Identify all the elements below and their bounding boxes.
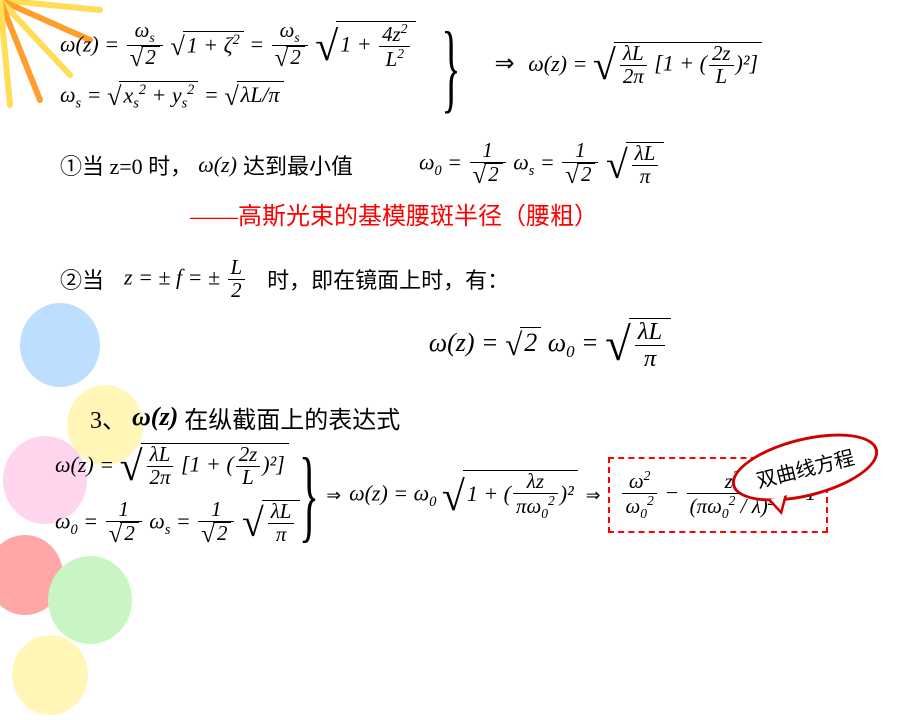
arrow-icon: ⇒ <box>586 485 601 506</box>
section-3-text: 在纵截面上的表达式 <box>184 400 400 435</box>
section-3-number: 3、 <box>90 400 126 435</box>
case-2-suffix: 时，即在镜面上时，有： <box>267 263 509 295</box>
brace-icon: } <box>442 49 461 84</box>
eq-omega-s-def: ωs = √xs2 + ys2 = √λL/π <box>60 81 416 113</box>
case-2-prefix: ②当 <box>60 263 104 295</box>
top-derivation-row: ω(z) = ωs√2 √1 + ζ2 = ωs√2 √1 + 4z2L2 ωs… <box>60 20 890 112</box>
case-2-line: ②当 z = ± f = ± L2 时，即在镜面上时，有： <box>60 257 890 302</box>
eq-z-pm-f: z = ± f = ± L2 <box>124 257 247 302</box>
omega-z-bold: ω(z) <box>132 402 178 432</box>
case-1-suffix: 达到最小值 <box>243 149 353 181</box>
brace-icon: } <box>299 477 319 513</box>
eq-omega-z-def: ω(z) = ωs√2 √1 + ζ2 = ωs√2 √1 + 4z2L2 <box>60 20 416 73</box>
red-annotation: ——高斯光束的基模腰斑半径（腰粗） <box>190 196 890 231</box>
eq-omega-z-final: ω(z) = ω0 √ 1 + (λzπω02)² <box>349 470 578 521</box>
eq-bottom-1: ω(z) = √ λL2π [1 + (2zL)²] <box>55 443 300 491</box>
eq-omega-z-mirror: ω(z) = √2 ω0 = √λLπ <box>210 318 890 372</box>
omega-z-symbol: ω(z) <box>198 152 237 178</box>
case-1-line: ①当 z=0 时， ω(z) 达到最小值 ω0 = 1√2 ωs = 1√2 √… <box>60 140 890 189</box>
callout-text: 双曲线方程 <box>754 447 856 493</box>
arrow-icon: ⇒ <box>326 485 341 506</box>
eq-bottom-2: ω0 = 1√2 ωs = 1√2 √λLπ <box>55 499 300 548</box>
eq-omega-0: ω0 = 1√2 ωs = 1√2 √λLπ <box>419 140 664 189</box>
section-3-heading: 3、 ω(z) 在纵截面上的表达式 <box>90 400 890 435</box>
case-1-text: ①当 z=0 时， <box>60 149 192 181</box>
eq-omega-z-result: ⇒ ω(z) = √ λL2π [1 + (2zL)²] <box>486 42 762 90</box>
